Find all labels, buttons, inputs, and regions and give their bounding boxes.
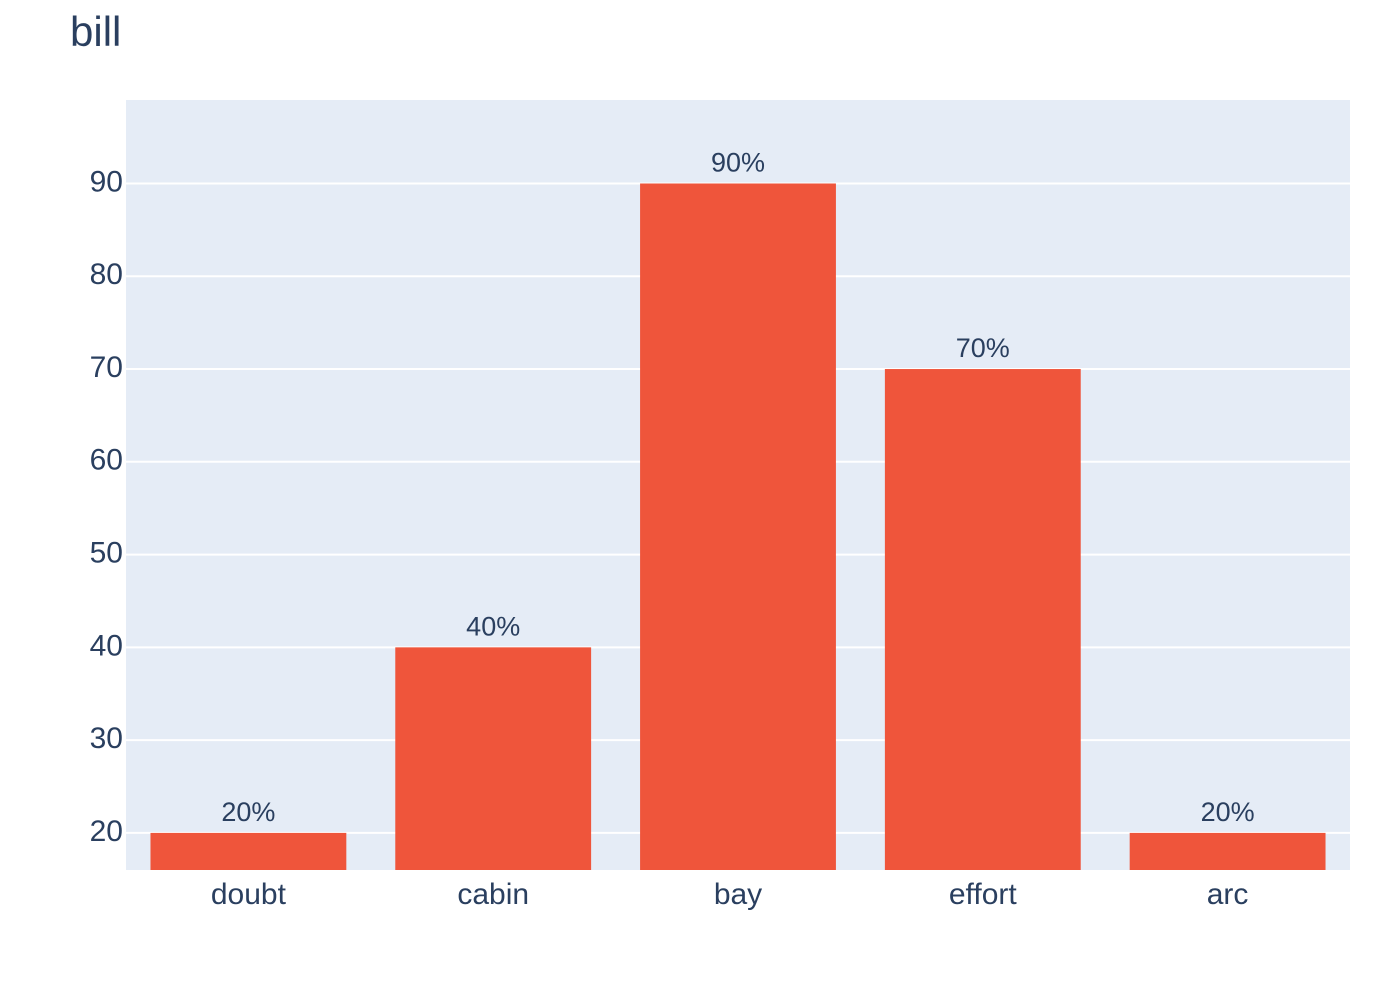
x-tick-label: bay	[714, 878, 762, 911]
y-tick-label: 20	[90, 815, 123, 848]
value-label: 40%	[466, 611, 520, 641]
y-tick-label: 30	[90, 722, 123, 755]
bar	[884, 369, 1081, 870]
y-tick-label: 90	[90, 165, 123, 198]
chart-title: bill	[70, 8, 121, 55]
value-label: 20%	[1201, 797, 1255, 827]
bar	[395, 647, 592, 870]
y-tick-label: 70	[90, 351, 123, 384]
x-tick-label: arc	[1207, 878, 1249, 911]
value-label: 90%	[711, 148, 765, 178]
bar	[1129, 832, 1326, 870]
x-tick-label: cabin	[457, 878, 529, 911]
x-tick-label: doubt	[211, 878, 287, 911]
y-tick-label: 50	[90, 537, 123, 570]
y-tick-label: 80	[90, 258, 123, 291]
y-tick-label: 60	[90, 444, 123, 477]
bar	[150, 832, 347, 870]
x-tick-label: effort	[949, 878, 1017, 911]
bar	[640, 183, 836, 871]
value-label: 20%	[221, 797, 275, 827]
y-tick-label: 40	[90, 629, 123, 662]
value-label: 70%	[956, 333, 1010, 363]
